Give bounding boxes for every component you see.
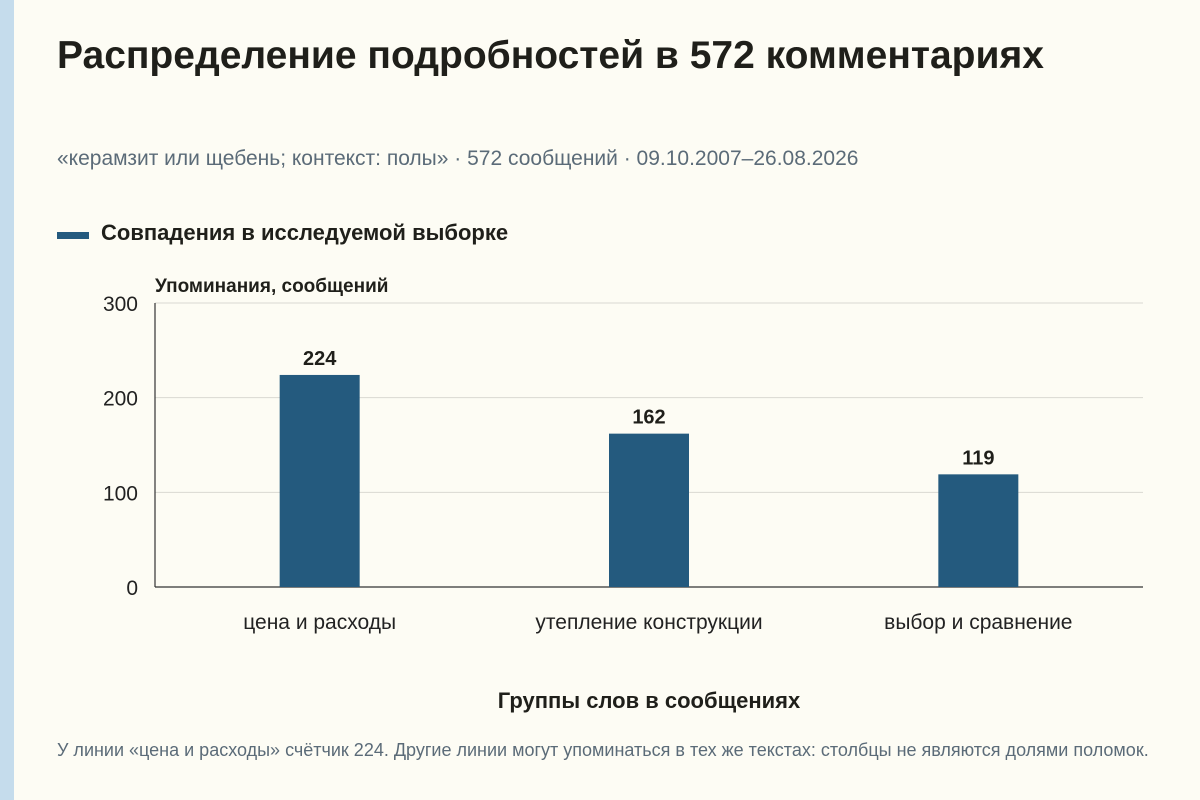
data-label: 162 [632, 407, 665, 429]
data-label: 224 [303, 348, 337, 370]
y-tick-label: 300 [103, 293, 138, 316]
x-tick-label: утепление конструкции [535, 611, 762, 634]
y-tick-label: 200 [103, 388, 138, 411]
y-axis-label: Упоминания, сообщений [155, 276, 388, 297]
legend: Совпадения в исследуемой выборке [57, 220, 508, 246]
chart-subtitle: «керамзит или щебень; контекст: полы» · … [57, 147, 859, 170]
bar [609, 433, 689, 587]
x-tick-label: выбор и сравнение [884, 611, 1072, 634]
y-tick-label: 0 [126, 577, 138, 600]
data-label: 119 [962, 447, 994, 469]
y-tick-label: 100 [103, 482, 138, 505]
legend-label: Совпадения в исследуемой выборке [101, 220, 509, 245]
x-axis-label: Группы слов в сообщениях [498, 688, 801, 713]
x-tick-label: цена и расходы [243, 611, 396, 634]
legend-swatch [57, 231, 89, 239]
side-strip [0, 0, 14, 800]
chart-title: Распределение подробностей в 572 коммент… [57, 34, 1044, 77]
bar [938, 474, 1019, 587]
footnote: У линии «цена и расходы» счётчик 224. Др… [57, 740, 1149, 760]
bar [279, 374, 360, 587]
bar-chart: 0 100 200 300 Упоминания, сообщений 224 цена и… [103, 276, 1143, 713]
